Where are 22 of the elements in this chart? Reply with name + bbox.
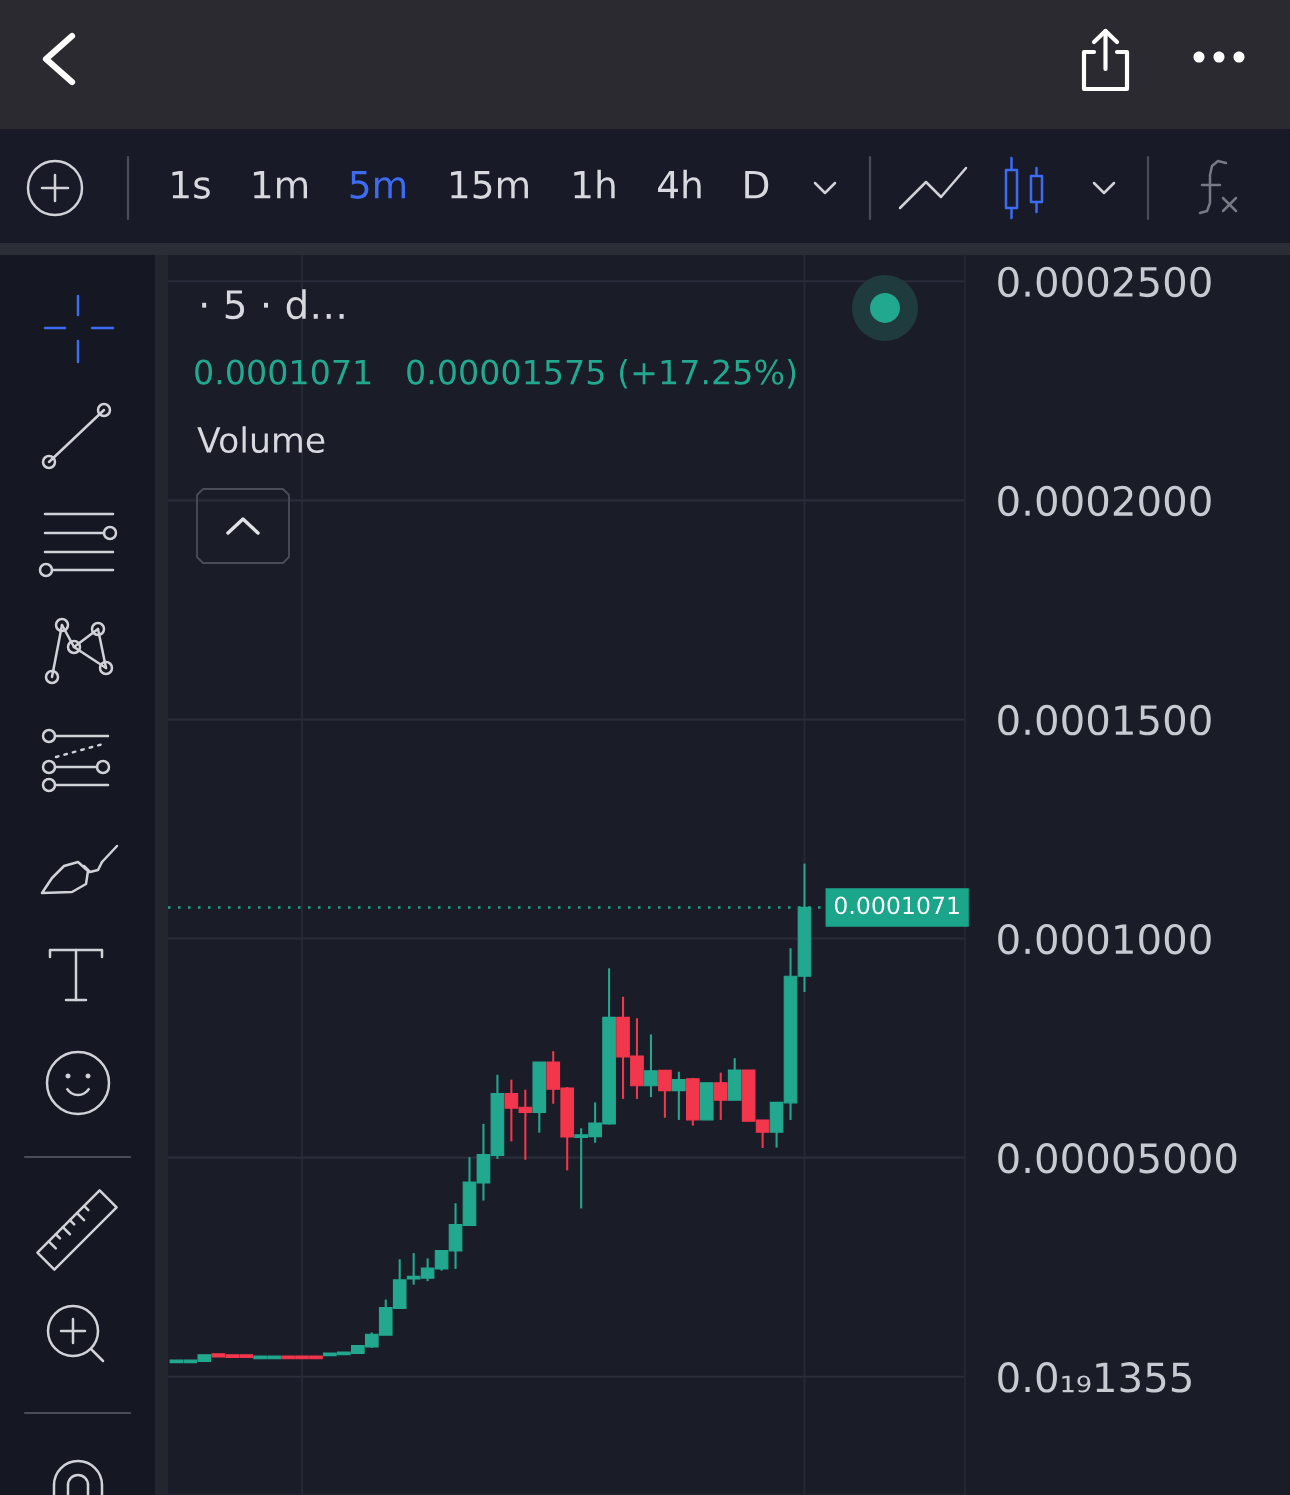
text: 1m xyxy=(253,171,308,199)
annotation: Volume xyxy=(197,426,325,454)
candlestick xyxy=(658,1068,672,1119)
y-tick-label: 0.0001000 xyxy=(998,923,1211,955)
y-tick-label: 0.00005000 xyxy=(998,1143,1237,1174)
text: 4h xyxy=(658,169,701,199)
text: 5m xyxy=(350,171,406,199)
y-tick-label: 0.0002500 xyxy=(998,266,1211,298)
y-tick-label: 0.0₁₉1355 xyxy=(998,1362,1191,1393)
annotation: · 5 · d… xyxy=(202,289,344,320)
text: 1s xyxy=(172,171,210,199)
text: D xyxy=(745,171,769,199)
y-tick-label: 0.0001500 xyxy=(998,704,1211,736)
text: 15m xyxy=(451,171,528,199)
ref-line-label: 0.0001071 xyxy=(834,896,959,915)
annotation: 0.00001575 (+17.25%) xyxy=(407,358,796,389)
candlestick xyxy=(672,1070,686,1121)
text: 1h xyxy=(574,169,615,199)
annotation: 0.0001071 xyxy=(195,359,371,385)
candlestick xyxy=(713,1071,728,1121)
y-tick-label: 0.0002000 xyxy=(998,485,1211,517)
candlestick xyxy=(644,1033,658,1099)
